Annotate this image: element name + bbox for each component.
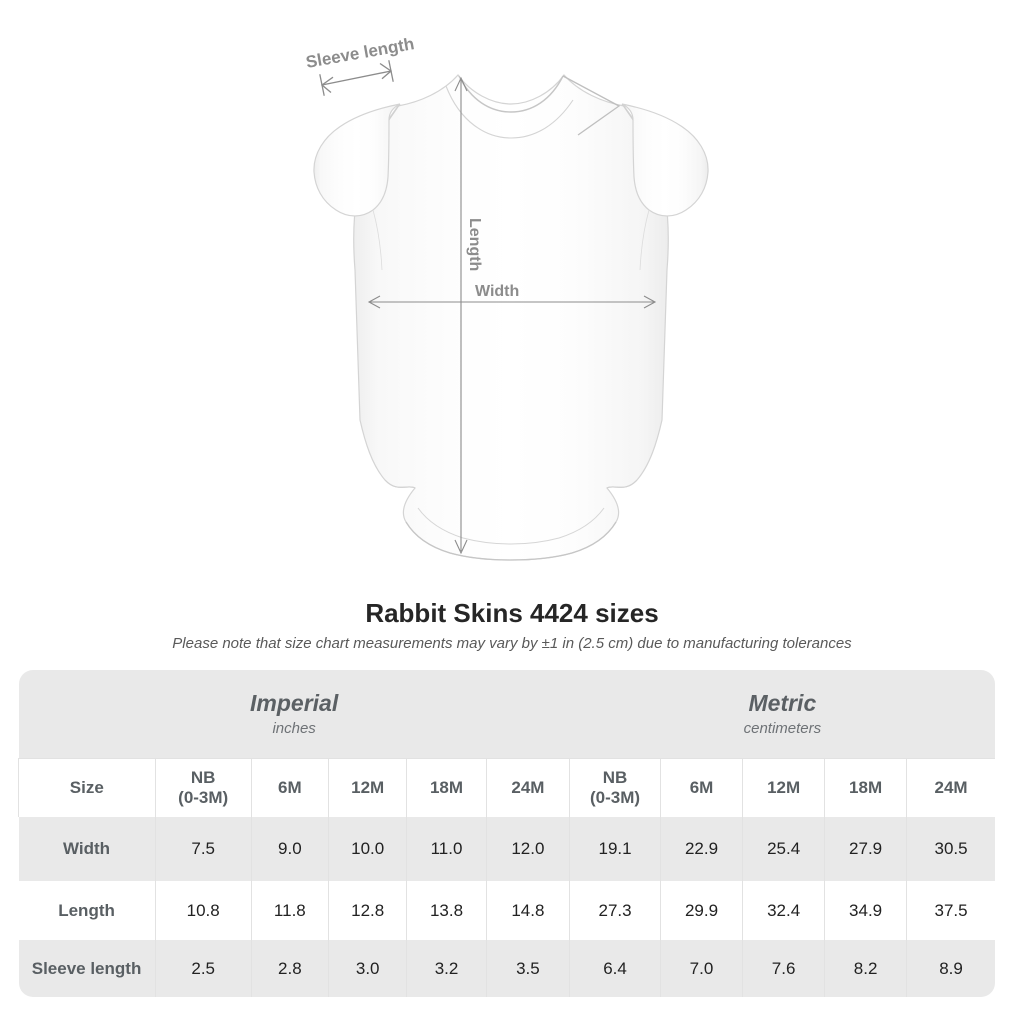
svg-text:Length: Length (466, 218, 483, 271)
svg-text:Sleeve length: Sleeve length (304, 34, 415, 72)
svg-text:Width: Width (475, 283, 519, 300)
